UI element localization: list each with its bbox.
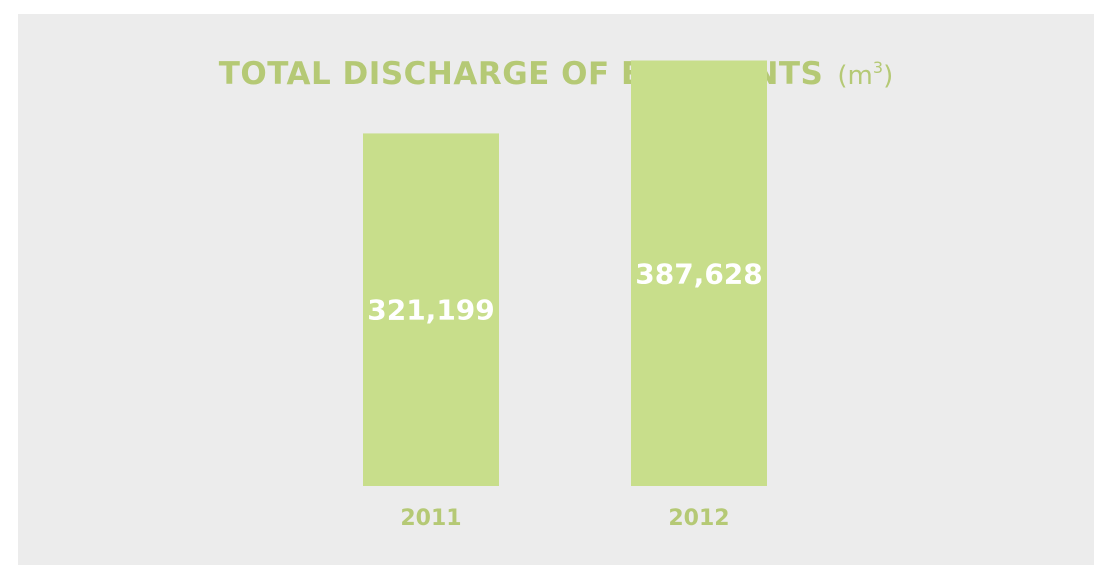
unit-base: (m — [837, 61, 873, 91]
unit-close: ) — [883, 61, 894, 91]
value-label-2011: 321,199 — [367, 294, 495, 327]
category-label-2012: 2012 — [668, 506, 729, 531]
bar-2012 — [631, 60, 767, 487]
category-label-2011: 2011 — [400, 506, 461, 531]
bar-chart: 321,199 2011 387,628 2012 — [363, 60, 767, 531]
chart-panel: TOTAL DISCHARGE OF EFFLUENTS (m3) 321,199… — [18, 14, 1094, 565]
chart-title-unit: (m3) — [837, 58, 894, 91]
bar-2011 — [363, 133, 499, 486]
value-label-2012: 387,628 — [635, 257, 763, 290]
unit-superscript: 3 — [872, 58, 884, 77]
